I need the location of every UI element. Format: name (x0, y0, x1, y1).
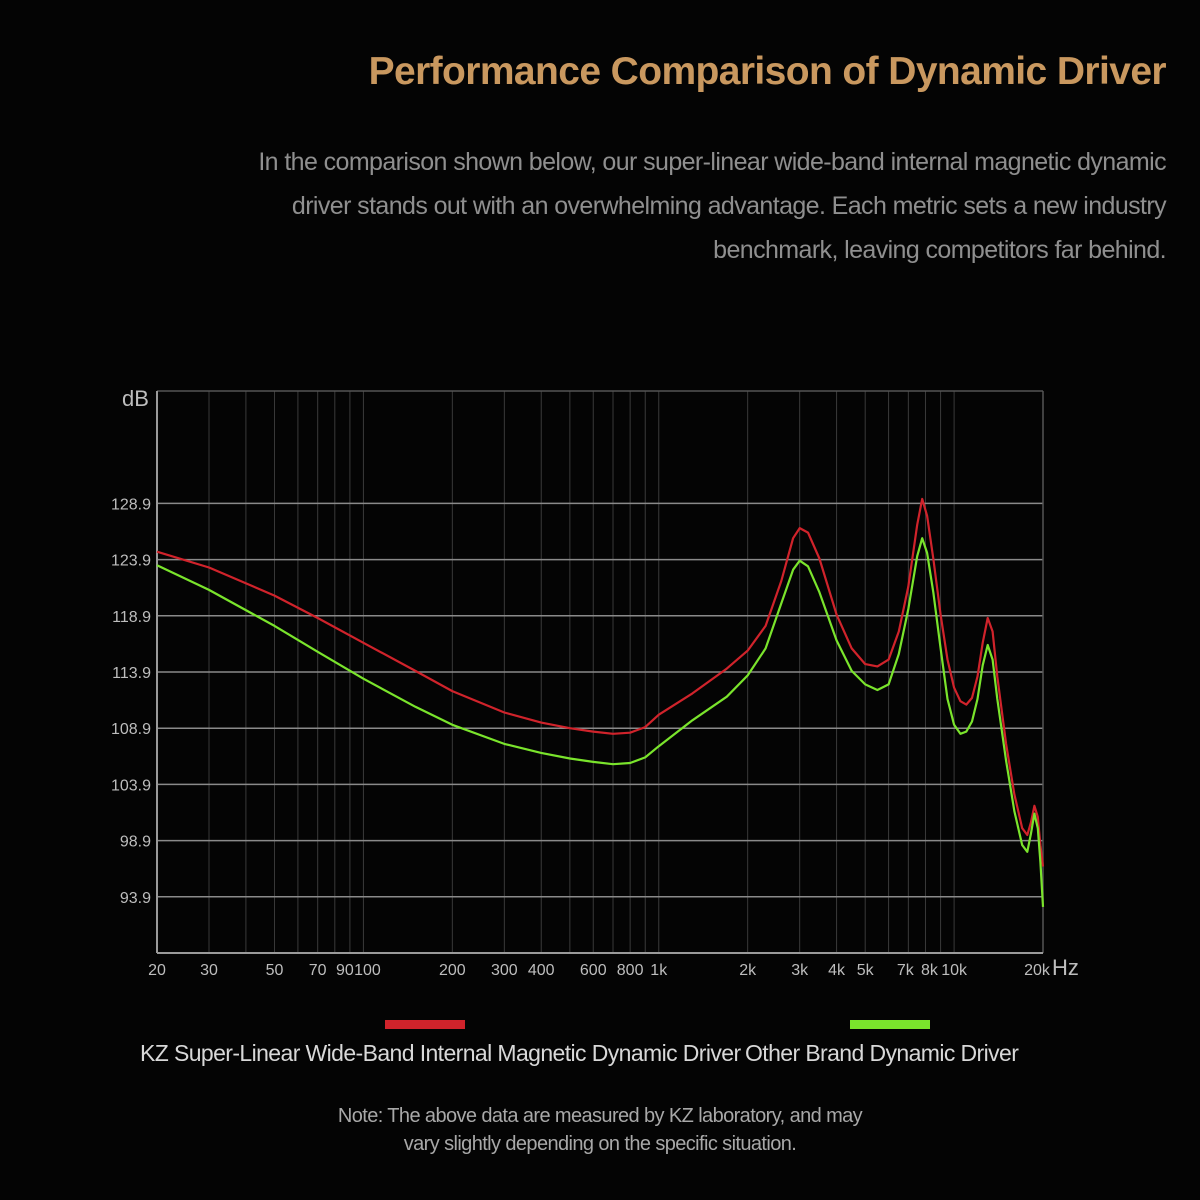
legend-label-kz: KZ Super-Linear Wide-Band Internal Magne… (140, 1040, 741, 1066)
x-tick-label: 4k (828, 962, 846, 979)
x-tick-label: 100 (354, 962, 381, 979)
subtitle-line: driver stands out with an overwhelming a… (291, 192, 1167, 220)
x-tick-label: 800 (617, 962, 644, 979)
x-axis-label: Hz (1052, 955, 1079, 980)
x-tick-label: 8k (921, 962, 939, 979)
x-tick-label: 2k (739, 962, 757, 979)
subtitle-line: In the comparison shown below, our super… (258, 148, 1166, 176)
footnote-line: Note: The above data are measured by KZ … (337, 1105, 863, 1127)
x-tick-label: 20k (1024, 962, 1051, 979)
x-tick-label: 300 (491, 962, 518, 979)
frequency-response-chart: 20 30 50 70 90 100 200 300 400 600 800 1k 2k 3k 4k 5k 7k… (111, 386, 1079, 980)
y-tick-label: 108.9 (111, 721, 151, 738)
x-tick-label: 1k (650, 962, 668, 979)
y-tick-labels: 93.9 98.9 103.9 108.9 113.9 118.9 123.9 128.9 (111, 496, 151, 906)
footnote-line: vary slightly depending on the specific … (403, 1133, 797, 1155)
y-tick-label: 128.9 (111, 496, 151, 513)
y-axis-label: dB (122, 386, 149, 411)
y-tick-label: 93.9 (120, 890, 151, 907)
legend: KZ Super-Linear Wide-Band Internal Magne… (0, 1020, 1200, 1080)
legend-swatch-other (850, 1020, 930, 1029)
y-tick-label: 118.9 (112, 609, 151, 626)
page-subtitle: In the comparison shown below, our super… (166, 140, 1166, 272)
y-tick-label: 103.9 (111, 777, 151, 794)
x-tick-label: 3k (791, 962, 809, 979)
y-gridlines (157, 502, 1043, 898)
x-tick-label: 90 (336, 962, 354, 979)
legend-swatch-kz (385, 1020, 465, 1029)
series-line-other (156, 537, 1045, 907)
footnote: Note: The above data are measured by KZ … (0, 1102, 1200, 1158)
series-line-kz (156, 497, 1045, 867)
x-tick-label: 600 (580, 962, 607, 979)
subtitle-line: benchmark, leaving competitors far behin… (713, 236, 1166, 264)
x-tick-label: 20 (148, 962, 166, 979)
x-tick-label: 70 (309, 962, 327, 979)
series-lines (156, 497, 1045, 907)
y-tick-label: 113.9 (112, 665, 151, 682)
axes (156, 390, 1044, 954)
x-tick-label: 400 (528, 962, 555, 979)
x-tick-label: 50 (266, 962, 284, 979)
x-tick-label: 30 (200, 962, 218, 979)
y-tick-label: 123.9 (111, 553, 151, 570)
x-tick-label: 5k (857, 962, 875, 979)
legend-label-other: Other Brand Dynamic Driver (745, 1040, 1019, 1066)
y-tick-label: 98.9 (120, 834, 151, 851)
page-title: Performance Comparison of Dynamic Driver (368, 50, 1167, 93)
x-tick-label: 200 (439, 962, 466, 979)
x-tick-label: 7k (897, 962, 915, 979)
x-tick-label: 10k (941, 962, 968, 979)
x-tick-labels: 20 30 50 70 90 100 200 300 400 600 800 1k 2k 3k 4k 5k 7k… (148, 962, 1051, 979)
